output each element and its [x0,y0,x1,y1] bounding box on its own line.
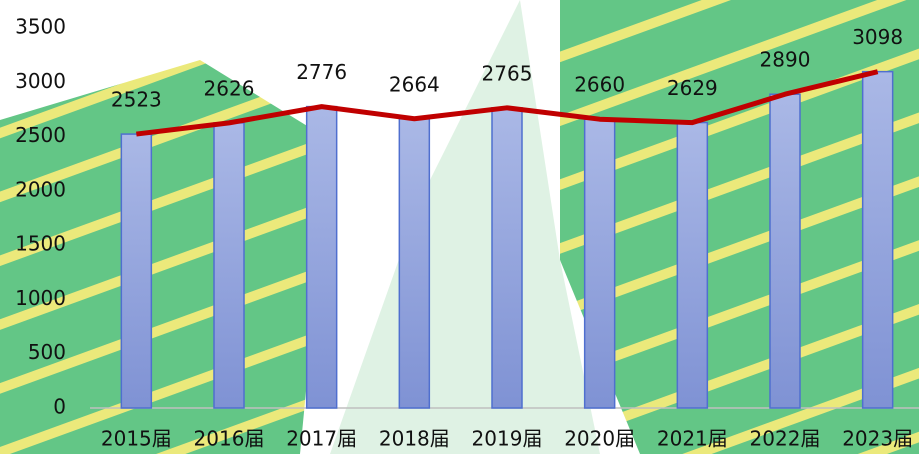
y-tick-label: 500 [28,340,66,364]
y-tick-label: 1000 [15,286,66,310]
page: {"chart_data": {"type": "bar", "categori… [0,0,919,454]
bar [307,107,337,408]
data-label: 2629 [667,76,718,100]
bar [121,134,151,408]
data-label: 2776 [296,60,347,84]
x-tick-label: 2017届 [286,427,357,451]
data-label: 3098 [852,25,903,49]
x-tick-label: 2020届 [564,427,635,451]
x-tick-label: 2015届 [101,427,172,451]
chart: 0 500 1000 1500 2000 2500 3000 3500 2015届 2016届 20… [0,0,919,454]
data-label: 2626 [204,76,255,100]
bar [399,119,429,408]
data-label: 2523 [111,88,162,112]
x-tick-label: 2021届 [657,427,728,451]
bar [492,108,522,408]
y-tick-label: 0 [53,395,66,419]
y-tick-label: 2500 [15,123,66,147]
x-tick-label: 2018届 [379,427,450,451]
bar [214,123,244,408]
y-tick-label: 2000 [15,177,66,201]
bar [770,94,800,408]
bar [677,123,707,408]
y-tick-label: 3000 [15,69,66,93]
y-tick-label: 1500 [15,232,66,256]
data-label: 2664 [389,72,440,96]
x-tick-label: 2016届 [194,427,265,451]
bar [863,72,893,408]
data-label: 2660 [574,73,625,97]
x-tick-label: 2019届 [472,427,543,451]
y-tick-label: 3500 [15,15,66,39]
data-label: 2765 [482,61,533,85]
x-tick-label: 2023届 [842,427,913,451]
data-label: 2890 [760,48,811,72]
bar [585,119,615,408]
x-tick-label: 2022届 [750,427,821,451]
